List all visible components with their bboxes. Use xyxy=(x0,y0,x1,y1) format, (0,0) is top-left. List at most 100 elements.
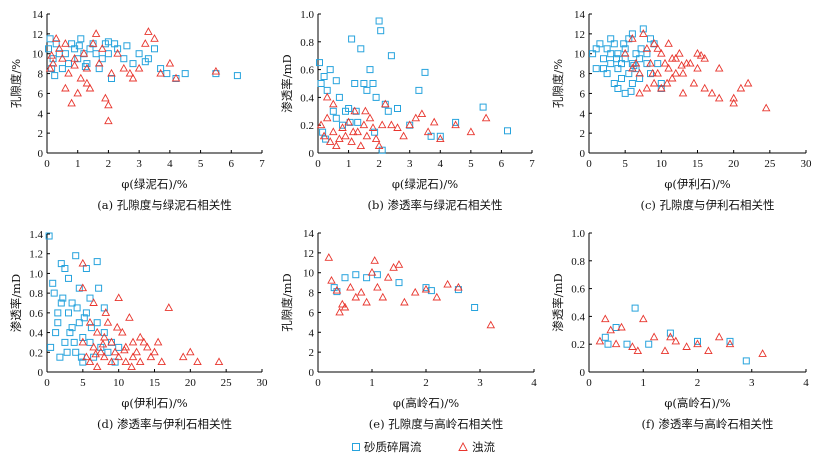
point-turbidity-current xyxy=(729,98,738,107)
point-sandy-debris-flow xyxy=(614,50,622,58)
y-tick-label: 12 xyxy=(32,29,43,41)
point-sandy-debris-flow xyxy=(63,348,71,356)
series-turbidity-current xyxy=(620,29,771,112)
point-sandy-debris-flow xyxy=(621,89,629,97)
point-sandy-debris-flow xyxy=(332,114,340,122)
point-sandy-debris-flow xyxy=(387,52,395,60)
point-sandy-debris-flow xyxy=(317,80,325,87)
point-turbidity-current xyxy=(370,256,379,264)
point-turbidity-current xyxy=(78,283,88,292)
y-tick-label: 1.4 xyxy=(29,229,43,241)
point-sandy-debris-flow xyxy=(129,60,137,68)
x-tick-label: 3 xyxy=(136,158,142,170)
x-tick-label: 1 xyxy=(346,158,352,170)
point-sandy-debris-flow xyxy=(360,80,368,87)
point-turbidity-current xyxy=(82,63,92,72)
point-sandy-debris-flow xyxy=(115,343,123,351)
point-turbidity-current xyxy=(82,352,91,361)
point-turbidity-current xyxy=(88,39,98,47)
point-sandy-debris-flow xyxy=(601,333,609,341)
legend: 砂质碎屑流 浊流 xyxy=(352,440,495,454)
point-turbidity-current xyxy=(78,337,88,346)
point-sandy-debris-flow xyxy=(54,309,62,317)
x-tick-label: 0 xyxy=(315,158,321,170)
y-tick-label: 6 xyxy=(309,307,315,319)
point-turbidity-current xyxy=(601,314,610,323)
panel-caption: (f) 渗透率与高岭石相关性 xyxy=(642,417,774,431)
point-turbidity-current xyxy=(127,362,136,371)
y-tick-label: 0.4 xyxy=(571,311,585,323)
point-sandy-debris-flow xyxy=(61,265,69,272)
point-turbidity-current xyxy=(327,275,336,284)
point-turbidity-current xyxy=(150,347,159,356)
point-sandy-debris-flow xyxy=(93,319,101,327)
y-tick-label: 0 xyxy=(38,148,44,160)
y-tick-label: 0 xyxy=(38,367,44,379)
series-turbidity-current xyxy=(316,92,491,150)
point-turbidity-current xyxy=(657,48,666,57)
panel-caption: (e) 孔隙度与高岭石相关性 xyxy=(369,417,503,431)
point-turbidity-current xyxy=(639,29,648,37)
point-sandy-debris-flow xyxy=(95,65,103,73)
point-turbidity-current xyxy=(660,346,670,355)
point-turbidity-current xyxy=(373,282,382,291)
point-sandy-debris-flow xyxy=(104,348,112,356)
y-tick-label: 0.6 xyxy=(300,65,314,77)
point-turbidity-current xyxy=(361,106,370,115)
point-turbidity-current xyxy=(606,325,615,334)
y-axis-label: 渗透率/mD xyxy=(551,273,565,332)
point-sandy-debris-flow xyxy=(92,50,100,58)
point-sandy-debris-flow xyxy=(627,87,635,95)
point-sandy-debris-flow xyxy=(607,50,615,58)
point-sandy-debris-flow xyxy=(323,86,331,94)
point-turbidity-current xyxy=(319,131,329,140)
point-turbidity-current xyxy=(128,73,138,82)
point-sandy-debris-flow xyxy=(98,55,106,63)
point-turbidity-current xyxy=(451,120,460,129)
point-sandy-debris-flow xyxy=(351,80,359,87)
x-tick-label: 0 xyxy=(586,377,592,389)
point-turbidity-current xyxy=(657,83,666,92)
point-turbidity-current xyxy=(150,34,159,42)
point-sandy-debris-flow xyxy=(623,340,631,348)
x-axis-label: φ(高岭石)/% xyxy=(664,396,730,410)
y-tick-label: 1.0 xyxy=(571,228,585,240)
point-turbidity-current xyxy=(322,92,332,101)
point-turbidity-current xyxy=(736,83,746,92)
point-turbidity-current xyxy=(611,339,621,348)
point-sandy-debris-flow xyxy=(504,127,511,135)
point-turbidity-current xyxy=(48,58,58,67)
point-sandy-debris-flow xyxy=(604,340,612,348)
point-turbidity-current xyxy=(329,127,338,136)
point-sandy-debris-flow xyxy=(452,118,460,126)
point-turbidity-current xyxy=(92,362,102,371)
point-turbidity-current xyxy=(381,99,390,108)
point-turbidity-current xyxy=(367,267,377,276)
y-tick-label: 14 xyxy=(574,9,586,21)
x-tick-label: 5 xyxy=(80,377,86,389)
x-tick-label: 20 xyxy=(728,158,740,170)
point-sandy-debris-flow xyxy=(348,35,356,43)
point-sandy-debris-flow xyxy=(395,279,403,287)
point-sandy-debris-flow xyxy=(607,35,615,43)
point-turbidity-current xyxy=(76,73,86,82)
point-sandy-debris-flow xyxy=(157,65,165,73)
x-tick-label: 0 xyxy=(44,158,50,170)
y-tick-label: 4 xyxy=(309,327,315,339)
point-sandy-debris-flow xyxy=(600,55,607,63)
series-turbidity-current xyxy=(595,314,767,357)
point-turbidity-current xyxy=(164,303,174,311)
point-sandy-debris-flow xyxy=(373,271,381,279)
point-turbidity-current xyxy=(633,346,643,355)
series-sandy-debris-flow xyxy=(45,232,123,366)
point-turbidity-current xyxy=(387,120,396,129)
legend-marker-square xyxy=(352,443,360,451)
point-sandy-debris-flow xyxy=(181,70,189,78)
point-sandy-debris-flow xyxy=(151,45,158,53)
point-turbidity-current xyxy=(141,39,150,47)
point-sandy-debris-flow xyxy=(48,65,56,73)
point-turbidity-current xyxy=(628,63,637,72)
point-turbidity-current xyxy=(325,137,335,145)
point-turbidity-current xyxy=(340,302,350,311)
